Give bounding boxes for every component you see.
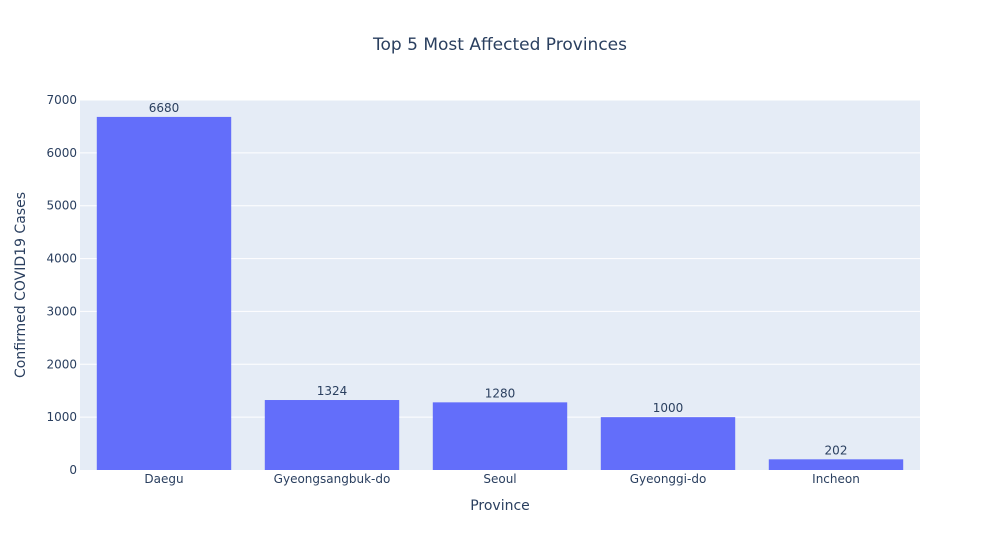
- data-labels: 6680 1324 1280 1000 202: [149, 101, 848, 457]
- y-tick-label: 7000: [46, 93, 77, 107]
- y-axis-ticks: 0 1000 2000 3000 4000 5000 6000 7000: [46, 93, 77, 477]
- data-label: 1000: [653, 401, 684, 415]
- bar-seoul[interactable]: [432, 402, 568, 470]
- x-tick-label: Incheon: [812, 472, 860, 486]
- x-axis-title: Province: [470, 498, 530, 514]
- chart-title: Top 5 Most Affected Provinces: [372, 35, 627, 55]
- data-label: 1280: [485, 386, 516, 400]
- y-tick-label: 3000: [46, 304, 77, 318]
- data-label: 6680: [149, 101, 180, 115]
- x-tick-label: Gyeonggi-do: [630, 472, 707, 486]
- x-axis-ticks: Daegu Gyeongsangbuk-do Seoul Gyeonggi-do Inc…: [144, 472, 859, 486]
- data-label: 1324: [317, 384, 348, 398]
- x-tick-label: Daegu: [144, 472, 183, 486]
- y-tick-label: 6000: [46, 146, 77, 160]
- data-label: 202: [825, 443, 848, 457]
- y-tick-label: 2000: [46, 357, 77, 371]
- bars: [96, 116, 904, 471]
- y-axis-title: Confirmed COVID19 Cases: [13, 192, 29, 378]
- y-tick-label: 4000: [46, 252, 77, 266]
- x-tick-label: Seoul: [483, 472, 516, 486]
- bar-gyeonggi-do[interactable]: [600, 417, 736, 470]
- bar-incheon[interactable]: [768, 459, 904, 470]
- x-tick-label: Gyeongsangbuk-do: [274, 472, 391, 486]
- bar-daegu[interactable]: [96, 116, 232, 471]
- bar-gyeongsangbuk-do[interactable]: [264, 400, 400, 470]
- y-tick-label: 1000: [46, 410, 77, 424]
- y-tick-label: 0: [69, 463, 77, 477]
- y-tick-label: 5000: [46, 199, 77, 213]
